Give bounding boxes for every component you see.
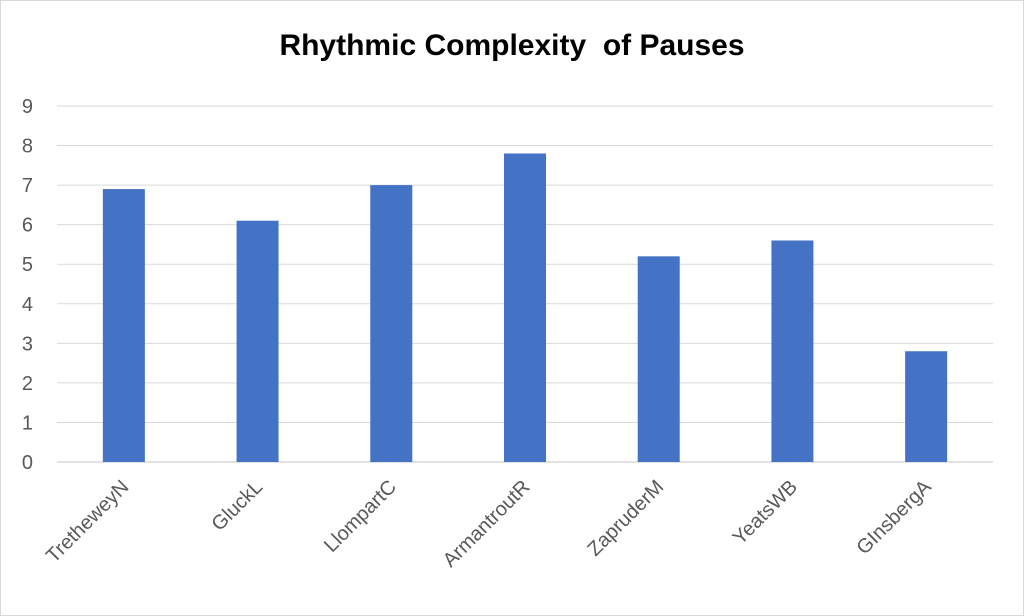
bar-ZapruderM xyxy=(637,256,680,462)
bars xyxy=(102,153,948,463)
bar-ArmantroutR xyxy=(504,153,546,462)
x-tick-label: ZapruderM xyxy=(584,476,669,561)
x-tick-label: ArmantroutR xyxy=(439,476,535,572)
y-tick-label: 7 xyxy=(22,175,33,197)
y-tick-label: 3 xyxy=(22,333,33,355)
y-tick-label: 6 xyxy=(22,215,33,237)
y-tick-label: 8 xyxy=(22,136,33,158)
y-tick-label: 9 xyxy=(22,96,33,118)
y-tick-label: 0 xyxy=(22,452,33,474)
bar-YeatsWB xyxy=(771,240,814,462)
y-tick-label: 2 xyxy=(22,373,33,395)
x-tick-label: LlompartC xyxy=(320,476,401,557)
x-tick-label: TretheweyN xyxy=(42,476,133,567)
y-tick-label: 1 xyxy=(22,412,33,434)
x-tick-label: YeatsWB xyxy=(729,476,802,549)
x-tick-label: GluckL xyxy=(208,476,268,536)
bar-LlompartC xyxy=(370,185,413,462)
y-tick-label: 4 xyxy=(22,294,33,316)
chart-title: Rhythmic Complexity of Pauses xyxy=(279,29,745,62)
bar-GInsbergA xyxy=(905,351,948,462)
y-axis-ticks: 0 1 2 3 4 5 6 7 8 9 xyxy=(22,96,33,474)
bar-TretheweyN xyxy=(102,189,145,463)
bar-GluckL xyxy=(236,220,279,462)
x-tick-label: GInsbergA xyxy=(853,476,937,560)
x-axis-ticks: TretheweyN GluckL LlompartC ArmantroutR Zapr… xyxy=(42,476,936,572)
y-tick-label: 5 xyxy=(22,254,33,276)
